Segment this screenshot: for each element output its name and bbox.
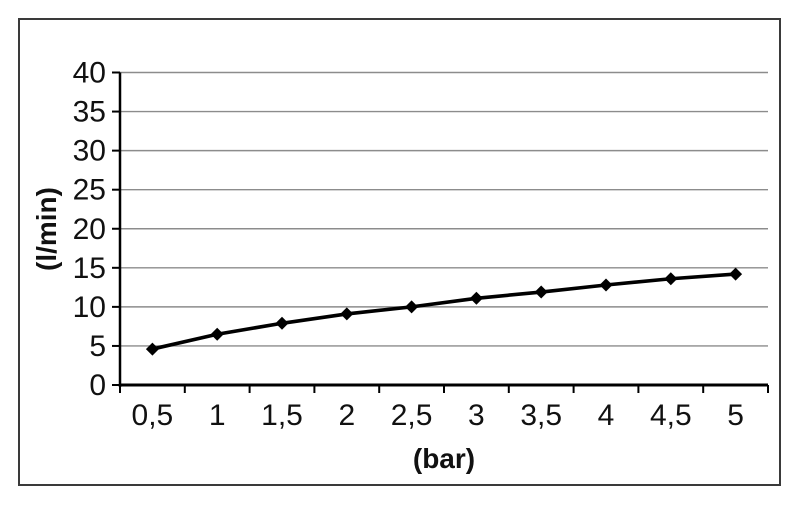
diamond-marker xyxy=(469,291,483,305)
y-tick-label: 30 xyxy=(73,135,106,168)
diamond-marker xyxy=(664,272,678,286)
x-tick-label: 2,5 xyxy=(391,399,433,432)
x-tick-label: 3 xyxy=(468,399,485,432)
x-tick-label: 2 xyxy=(338,399,355,432)
x-tick-label: 1 xyxy=(209,399,226,432)
x-tick-label: 3,5 xyxy=(520,399,562,432)
y-tick-label: 40 xyxy=(73,57,106,90)
y-tick-label: 15 xyxy=(73,252,106,285)
x-tick-label: 1,5 xyxy=(261,399,303,432)
diamond-marker xyxy=(275,316,289,330)
y-tick-label: 5 xyxy=(89,330,106,363)
y-axis-title: (l/min) xyxy=(31,187,62,271)
diamond-marker xyxy=(340,307,354,321)
y-tick-label: 20 xyxy=(73,213,106,246)
y-tick-label: 35 xyxy=(73,96,106,129)
diamond-marker xyxy=(534,285,548,299)
chart-frame xyxy=(18,18,781,486)
diamond-marker xyxy=(145,342,159,356)
x-tick-label: 0,5 xyxy=(132,399,174,432)
x-tick-label: 4 xyxy=(598,399,615,432)
x-axis-title: (bar) xyxy=(412,443,476,474)
diamond-marker xyxy=(599,278,613,292)
x-tick-label: 4,5 xyxy=(650,399,692,432)
diamond-marker xyxy=(210,327,224,341)
series-line xyxy=(151,272,736,351)
x-tick-label: 5 xyxy=(727,399,744,432)
y-tick-label: 0 xyxy=(89,369,106,402)
diamond-marker xyxy=(729,267,743,281)
y-tick-label: 10 xyxy=(73,291,106,324)
diamond-marker xyxy=(405,300,419,314)
y-tick-label: 25 xyxy=(73,174,106,207)
